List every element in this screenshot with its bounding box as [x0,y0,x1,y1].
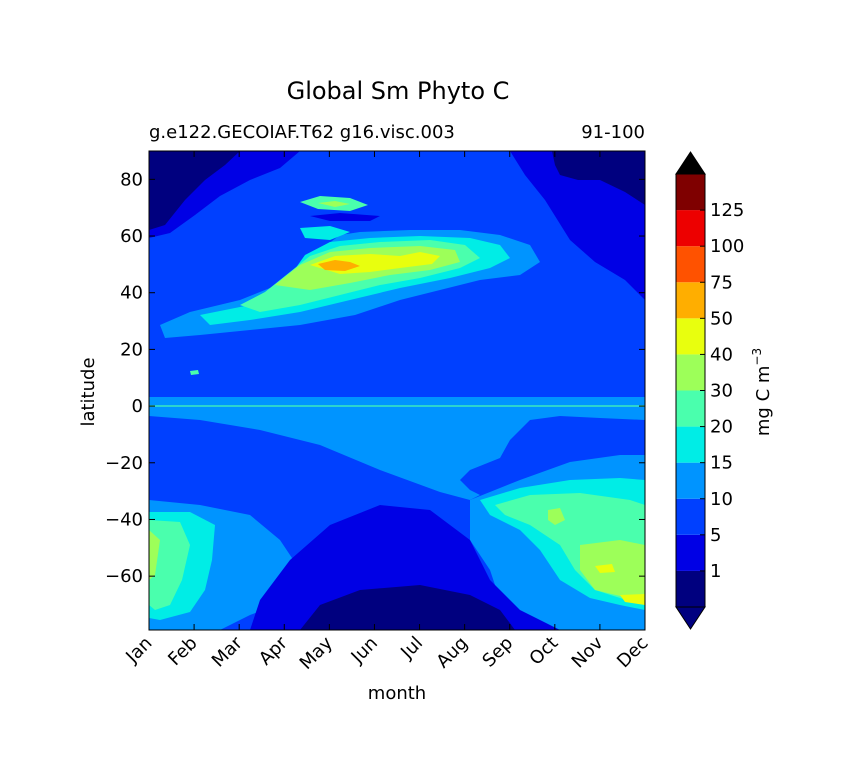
x-tick-label: Jul [396,633,427,664]
y-tick-label: −20 [105,453,143,474]
contour-fill-0-1-north-east [552,151,645,205]
y-tick-label: 40 [120,283,143,304]
chart-title: Global Sm Phyto C [287,77,510,105]
contour-line-equator [149,405,645,407]
colorbar-tick-label: 10 [710,489,733,510]
x-tick-label: Sep [478,633,517,672]
colorbar-tick-label: 40 [710,344,733,365]
x-tick-label: Aug [432,633,472,673]
y-tick-label: −60 [105,566,143,587]
x-tick-label: May [296,632,337,673]
colorbar-tick-label: 1 [710,561,721,582]
contour-fill-0-1-north-west [149,151,240,230]
y-tick-label: −40 [105,509,143,530]
colorbar-segment [676,282,705,319]
chart-subtitle-left: g.e122.GECOIAF.T62 g16.visc.003 [149,122,455,143]
colorbar-extend-min [675,606,706,630]
y-tick-label: 60 [120,226,143,247]
colorbar-segment [676,318,705,355]
x-axis-label: month [368,683,426,704]
x-tick-label: Mar [208,632,247,671]
contour-fill-15-20-north-patch [300,226,350,240]
x-tick-label: Oct [525,633,562,670]
contour-fill-30-40-south-patch [548,508,565,525]
colorbar-tick-label: 5 [710,525,721,546]
contour-fill-50-75-north [318,260,360,271]
y-tick-label: 0 [132,396,143,417]
colorbar-segment [676,354,705,391]
chart-subtitle-right: 91-100 [581,122,645,143]
contour-fill-30-40-south-west [149,530,160,580]
contour-fill-10-15-equator [149,397,645,500]
x-tick-label: Apr [255,632,292,669]
colorbar-label: mg C m−3 [750,348,774,436]
contour-fill-1-5-north-patch [310,213,380,221]
colorbar-tick-label: 75 [710,272,733,293]
contour-fill-1-5-south [250,505,560,630]
colorbar-tick-label: 20 [710,417,733,438]
x-tick-label: Jan [121,633,156,668]
colorbar-tick-label: 125 [710,200,744,221]
x-tick-label: Nov [568,632,608,672]
colorbar-segment [676,462,705,499]
colorbar-segment [676,174,705,211]
contour-fill-30-40-north-patch [318,201,350,207]
colorbar-tick-label: 50 [710,308,733,329]
colorbar-segment [676,534,705,571]
colorbar-tick-label: 30 [710,381,733,402]
y-tick-label: 20 [120,339,143,360]
contour-fill-40-50-south [595,564,615,573]
x-tick-label: Jun [347,633,382,668]
y-axis: 80 60 40 20 0 −20 −40 −60 [105,169,645,587]
colorbar-extend-max [675,151,706,175]
colorbar-segment [676,246,705,283]
contour-fill-1-5-north-east [510,151,645,300]
colorbar-segment [676,570,705,607]
colorbar-segment [676,498,705,535]
colorbar-tick-label: 15 [710,453,733,474]
contour-fill-40-50-south-edge [620,594,645,605]
x-tick-label: Dec [613,633,652,672]
x-tick-label: Feb [164,633,201,670]
y-axis-label: latitude [78,357,99,426]
contour-fill-10-15-north-speck [190,370,199,375]
plot-area [149,151,645,630]
colorbar-segment [676,426,705,463]
colorbar-tick-label: 100 [710,236,744,257]
contour-fill-0-1-south [300,585,515,630]
colorbar-segment [676,210,705,247]
y-tick-label: 80 [120,169,143,190]
colorbar-segment [676,390,705,427]
plot-frame [148,150,646,631]
